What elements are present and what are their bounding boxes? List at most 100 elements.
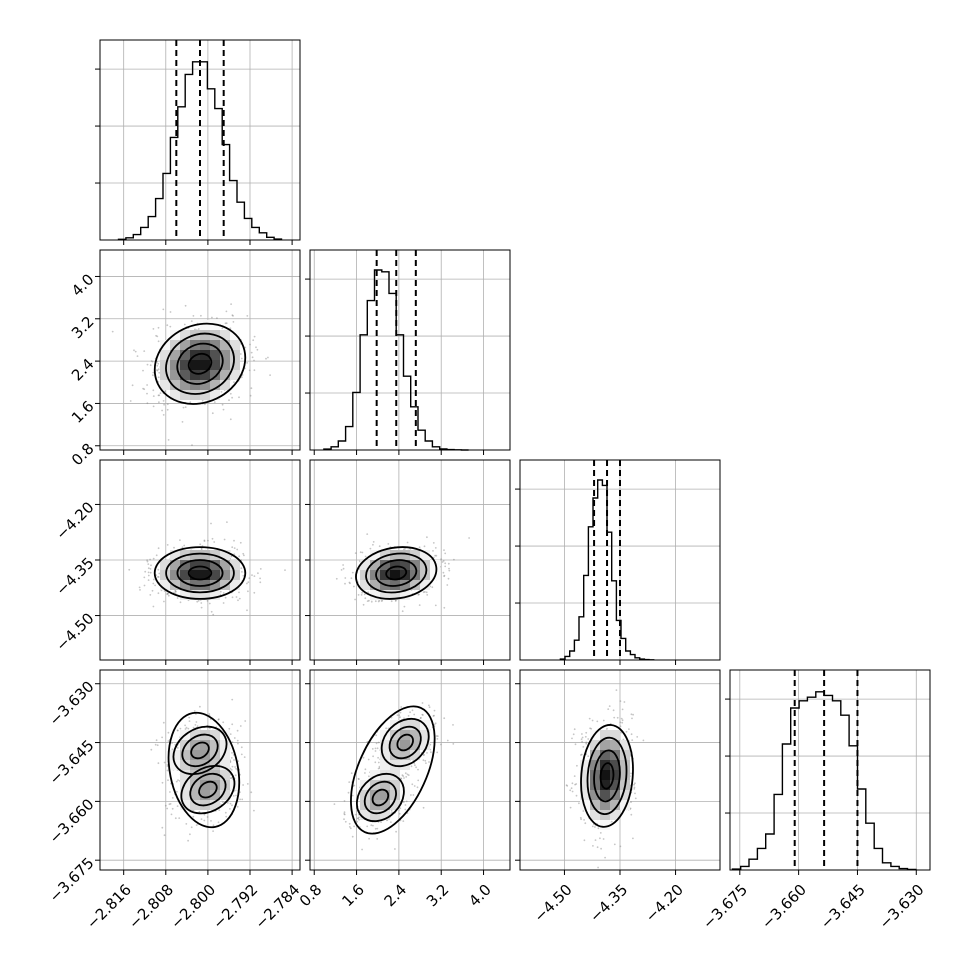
scatter-point [176,790,178,793]
scatter-point [240,567,243,570]
scatter-point [372,755,374,758]
scatter-point [259,581,262,584]
scatter-point [174,590,177,593]
scatter-point [228,727,231,730]
scatter-point [249,394,252,397]
scatter-point [259,577,261,580]
contour-0-2-0-2 [176,559,224,587]
scatter-point [177,779,179,781]
scatter-point [356,817,359,820]
scatter-point [191,444,193,446]
scatter-point [628,728,630,730]
histogram-panel-1 [305,249,511,455]
scatter-point [157,547,160,550]
scatter-point [183,544,186,547]
density-cell [380,550,390,560]
y-tick-label-1-0: 0.8 [68,440,98,470]
contour-0-3-0-0 [172,725,228,776]
scatter-point [152,557,155,560]
density-cell [400,550,410,560]
density-cell [220,740,230,750]
scatter-point [366,741,369,743]
density-cell [420,580,430,590]
scatter-point [574,783,576,786]
scatter-point [240,753,243,756]
scatter-point [129,400,132,402]
scatter-point [229,392,232,395]
scatter-point [432,542,435,544]
scatter-point [447,577,450,580]
scatter-point [351,835,354,838]
density-cell [370,770,380,780]
scatter-point [376,827,379,830]
scatter-point [422,591,425,594]
scatter-point [434,604,437,607]
scatter-point [374,600,377,603]
scatter-point [231,741,234,743]
density-cell [220,370,230,380]
scatter-point [351,571,354,574]
scatter-point [189,833,191,836]
density-cell [220,560,230,570]
contour-1-3-0-0 [380,717,430,768]
scatter-point [413,785,416,787]
density-cell [230,370,240,380]
density-cell [160,580,170,590]
scatter-point [231,314,234,317]
scatter-point [128,568,131,571]
scatter-point [242,574,245,577]
scatter-point [608,705,611,707]
corner-panels [95,39,931,875]
scatter-point [398,714,401,716]
density-cell [370,790,380,800]
scatter-point [452,724,454,726]
scatter-point [422,759,425,762]
scatter-point [621,708,624,711]
scatter-point [348,826,351,828]
scatter-point [208,713,211,715]
scatter-point [157,340,160,343]
scatter-point [403,605,406,608]
scatter-point [630,801,632,803]
scatter-point [155,739,158,742]
scatter-point [162,308,165,311]
scatter-point [192,315,195,317]
scatter-point [573,728,576,731]
scatter-point [585,731,588,734]
scatter-point [136,355,139,357]
scatter-point [632,837,634,840]
scatter-point [152,578,155,581]
scatter-point [161,781,164,784]
scatter-point [423,545,426,548]
scatter-point [358,816,360,819]
scatter-point [446,739,449,742]
density-cell [210,580,220,590]
scatter-point [425,591,428,594]
scatter-point [390,809,393,812]
scatter-point [169,791,171,793]
scatter-point [222,592,225,594]
scatter-point [571,782,574,785]
scatter-point [377,761,380,764]
scatter-point [425,762,427,764]
scatter-point [164,390,166,393]
density-cell [590,760,600,770]
scatter-point [378,765,381,768]
density-cell [210,730,220,740]
scatter-point [167,779,169,782]
scatter-point [569,789,572,792]
scatter-point [224,596,227,599]
scatter-point [591,719,594,722]
density-cell [190,800,200,810]
scatter-point [583,839,586,842]
scatter-point [424,591,426,593]
scatter-point [149,594,152,596]
scatter-point [422,806,425,809]
scatter-point [147,567,150,570]
x-tick-label-3-2: −3.645 [817,881,869,933]
scatter-point [238,597,241,600]
scatter-point [233,737,236,739]
scatter-point [238,591,240,594]
density-cell [180,800,190,810]
scatter-point [166,807,169,810]
